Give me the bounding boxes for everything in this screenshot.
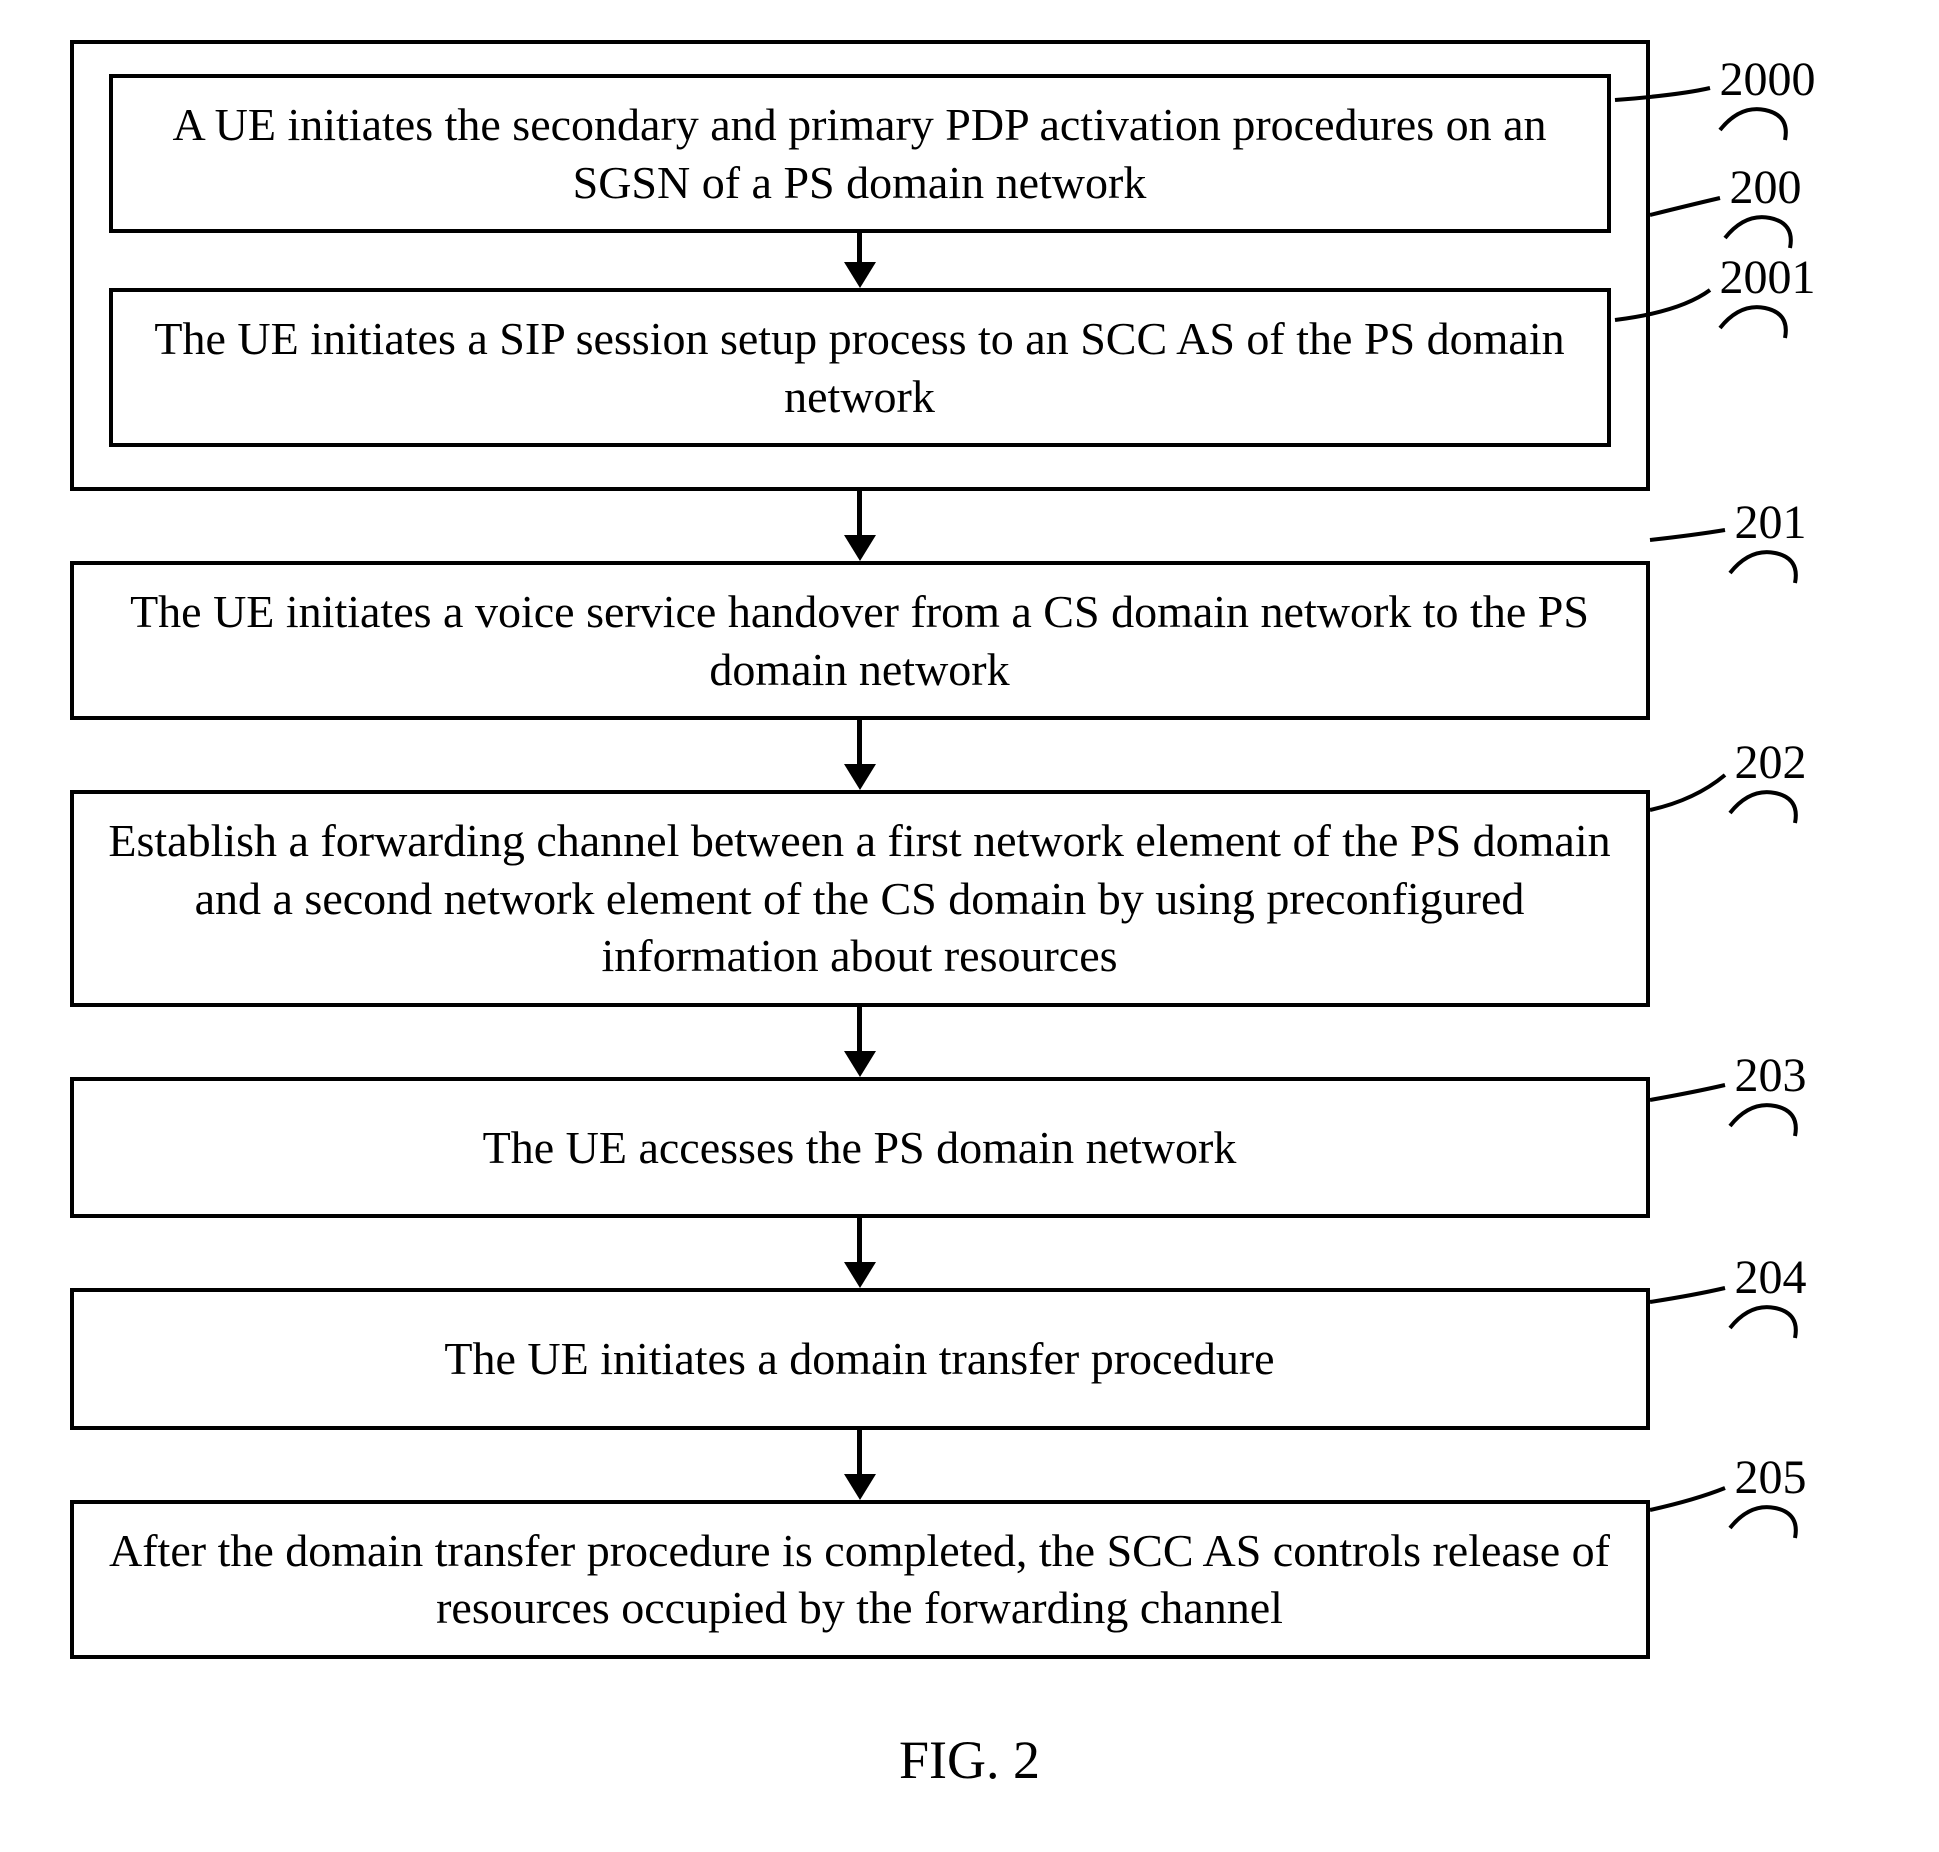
label-202: 202 [1735,735,1807,790]
step-text: Establish a forwarding channel between a… [108,815,1610,981]
label-205: 205 [1735,1450,1807,1505]
label-text: 205 [1735,1451,1807,1504]
label-203: 203 [1735,1048,1807,1103]
label-text: 204 [1735,1251,1807,1304]
step-box-202: Establish a forwarding channel between a… [70,790,1650,1007]
arrow-2000-2001 [109,233,1611,288]
step-text: After the domain transfer procedure is c… [109,1525,1610,1634]
label-text: 200 [1730,161,1802,214]
label-204: 204 [1735,1250,1807,1305]
step-text: The UE initiates a voice service handove… [130,586,1589,695]
arrow-204-205 [70,1430,1650,1500]
flowchart: A UE initiates the secondary and primary… [70,40,1650,1659]
diagram-container: A UE initiates the secondary and primary… [70,40,1870,1791]
step-box-201: The UE initiates a voice service handove… [70,561,1650,720]
label-200: 200 [1730,160,1802,215]
caption-text: FIG. 2 [899,1730,1040,1790]
label-201: 201 [1735,495,1807,550]
outer-group-box: A UE initiates the secondary and primary… [70,40,1650,491]
step-text: The UE initiates a SIP session setup pro… [154,313,1564,422]
label-text: 2001 [1720,251,1816,304]
arrow-200-201 [70,491,1650,561]
label-text: 203 [1735,1049,1807,1102]
step-text: A UE initiates the secondary and primary… [172,99,1546,208]
label-text: 202 [1735,736,1807,789]
arrow-201-202 [70,720,1650,790]
step-box-205: After the domain transfer procedure is c… [70,1500,1650,1659]
label-text: 201 [1735,496,1807,549]
arrow-202-203 [70,1007,1650,1077]
step-box-2001: The UE initiates a SIP session setup pro… [109,288,1611,447]
step-text: The UE initiates a domain transfer proce… [444,1333,1274,1384]
arrow-203-204 [70,1218,1650,1288]
step-box-2000: A UE initiates the secondary and primary… [109,74,1611,233]
step-box-204: The UE initiates a domain transfer proce… [70,1288,1650,1430]
figure-caption: FIG. 2 [70,1729,1870,1791]
label-2000: 2000 [1720,52,1816,107]
step-text: The UE accesses the PS domain network [483,1122,1237,1173]
step-box-203: The UE accesses the PS domain network [70,1077,1650,1219]
label-2001: 2001 [1720,250,1816,305]
label-text: 2000 [1720,53,1816,106]
